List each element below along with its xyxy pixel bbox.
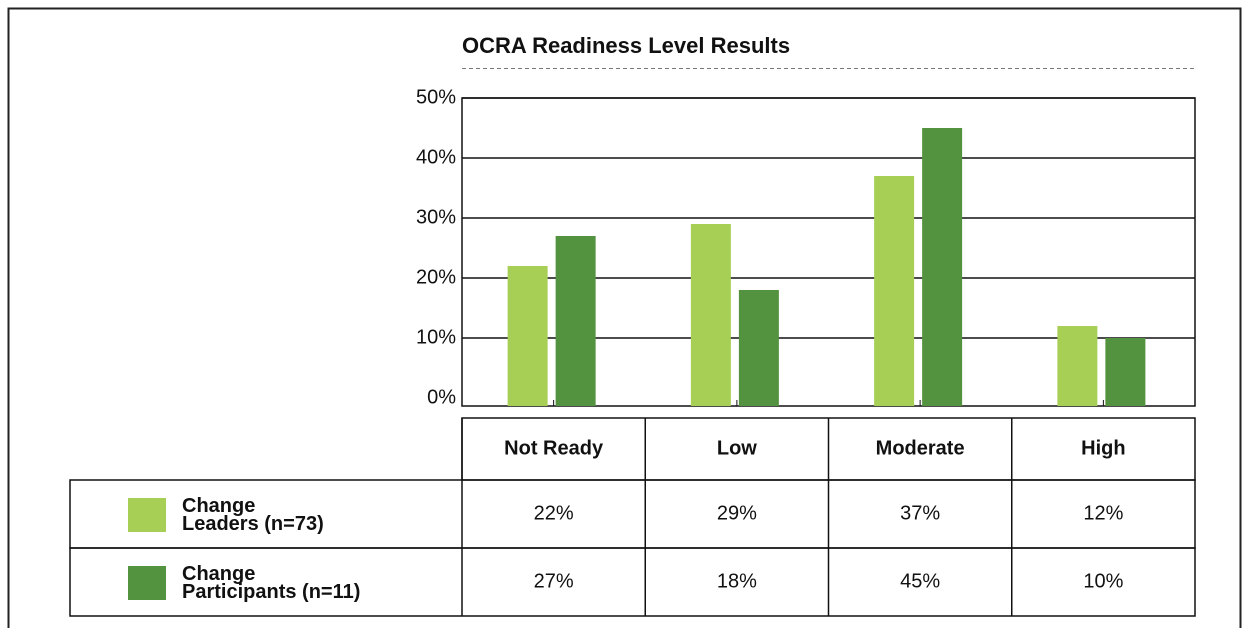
- x-tick-label: Low: [717, 437, 757, 459]
- x-tick-label: Moderate: [876, 437, 965, 459]
- frame: [7, 7, 1242, 628]
- plot-border: [461, 97, 1196, 407]
- data-label: 12%: [1083, 502, 1123, 524]
- bar: [1105, 338, 1146, 406]
- legend-swatch: [128, 566, 166, 600]
- x-tick-label: High: [1081, 437, 1125, 459]
- y-tick-label: 50%: [416, 86, 456, 108]
- y-tick-label: 0%: [427, 386, 456, 408]
- chart-title: OCRA Readiness Level Results: [462, 33, 790, 58]
- legend-swatch: [128, 498, 166, 532]
- legend-label: Change Participants (n=11): [182, 563, 361, 603]
- data-label: 22%: [534, 502, 574, 524]
- data-label: 27%: [534, 570, 574, 592]
- bar: [690, 224, 731, 406]
- data-label: 18%: [717, 570, 757, 592]
- bar: [555, 236, 596, 406]
- bar: [507, 266, 548, 406]
- y-tick-label: 30%: [416, 206, 456, 228]
- x-tick-label: Not Ready: [504, 437, 604, 459]
- bar: [922, 128, 963, 406]
- table-row-border: [69, 547, 1196, 617]
- y-tick-label: 40%: [416, 146, 456, 168]
- bar: [874, 176, 915, 406]
- data-label: 45%: [900, 570, 940, 592]
- legend-label: Change Leaders (n=73): [182, 495, 324, 535]
- bar: [1057, 326, 1098, 406]
- data-label: 37%: [900, 502, 940, 524]
- y-tick-label: 10%: [416, 326, 456, 348]
- data-label: 29%: [717, 502, 757, 524]
- data-label: 10%: [1083, 570, 1123, 592]
- bar: [738, 290, 779, 406]
- y-tick-label: 20%: [416, 266, 456, 288]
